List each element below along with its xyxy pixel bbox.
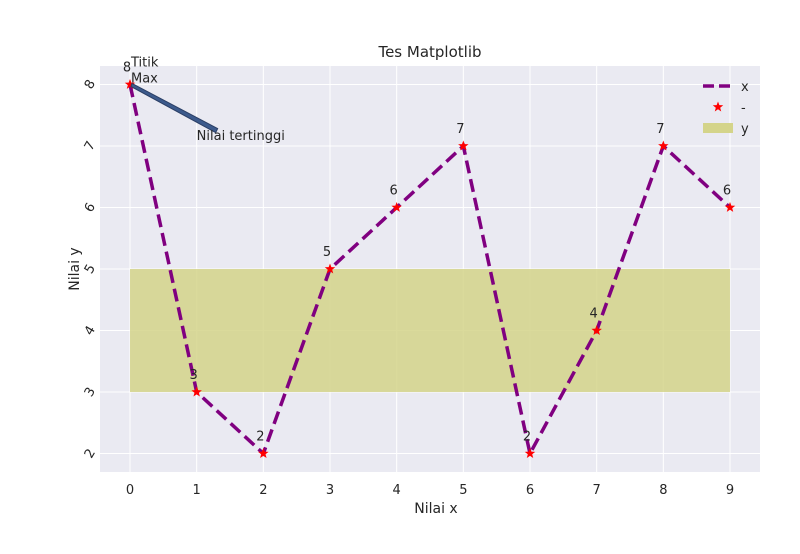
x-tick-label: 5 xyxy=(459,483,467,498)
series-lines xyxy=(128,84,732,459)
point-label: 4 xyxy=(590,307,598,322)
star-marker xyxy=(658,140,669,151)
x-tick-label: 7 xyxy=(593,483,601,498)
legend-label: x xyxy=(741,80,749,95)
point-label: 5 xyxy=(323,245,331,260)
y-tick-label: 5 xyxy=(82,262,99,277)
x-tick-label: 3 xyxy=(326,483,334,498)
y-tick-label: 7 xyxy=(82,139,99,154)
point-labels: 8 3 2 5 6 7 2 4 7 6 xyxy=(123,60,731,444)
point-label: 8 xyxy=(123,60,131,75)
annotation-target-label: Max xyxy=(131,71,158,86)
x-tick-label: 4 xyxy=(393,483,401,498)
point-label: 7 xyxy=(456,122,464,137)
x-tick-label: 6 xyxy=(526,483,534,498)
star-marker xyxy=(324,263,336,274)
point-label: 2 xyxy=(523,430,531,445)
x-tick-label: 8 xyxy=(659,483,667,498)
point-label: 2 xyxy=(256,430,264,445)
star-marker xyxy=(124,78,136,89)
point-label: 3 xyxy=(190,368,198,383)
y-tick-label: 6 xyxy=(82,200,99,215)
star-marker xyxy=(724,201,736,212)
legend-label: y xyxy=(741,122,749,137)
chart-title: Tes Matplotlib xyxy=(377,43,481,61)
star-marker xyxy=(458,140,469,151)
legend: x - y xyxy=(703,80,749,137)
x-tick-label: 9 xyxy=(726,483,734,498)
x-tick-label: 0 xyxy=(126,483,134,498)
point-label: 7 xyxy=(656,122,664,137)
star-marker xyxy=(258,448,269,458)
y-tick-label: 3 xyxy=(82,385,99,400)
y-tick-labels: 2 3 4 5 6 7 8 xyxy=(82,77,99,461)
annotation-target-label: Titik xyxy=(130,55,159,70)
legend-star-icon xyxy=(712,101,724,112)
y-tick-label: 2 xyxy=(82,446,99,461)
star-marker xyxy=(591,325,602,335)
point-label: 6 xyxy=(390,183,398,198)
point-label: 6 xyxy=(723,183,731,198)
x-tick-labels: 0 1 2 3 4 5 6 7 8 9 xyxy=(126,483,734,498)
y-axis-label: Nilai y xyxy=(67,247,83,290)
band-fill xyxy=(130,269,730,393)
star-marker xyxy=(391,201,402,212)
series-line-x xyxy=(128,84,732,459)
legend-label: - xyxy=(741,101,746,116)
x-tick-label: 1 xyxy=(193,483,201,498)
y-tick-label: 8 xyxy=(82,77,99,92)
fill-band xyxy=(130,269,730,393)
x-tick-label: 2 xyxy=(259,483,267,498)
series-markers xyxy=(124,78,736,458)
x-axis-label: Nilai x xyxy=(414,501,457,517)
legend-band-icon xyxy=(703,123,733,133)
annotation-text: Nilai tertinggi xyxy=(197,129,285,144)
star-marker xyxy=(191,386,202,397)
star-marker xyxy=(524,448,536,458)
annotation-arrow xyxy=(130,82,219,134)
y-tick-label: 4 xyxy=(82,323,99,338)
